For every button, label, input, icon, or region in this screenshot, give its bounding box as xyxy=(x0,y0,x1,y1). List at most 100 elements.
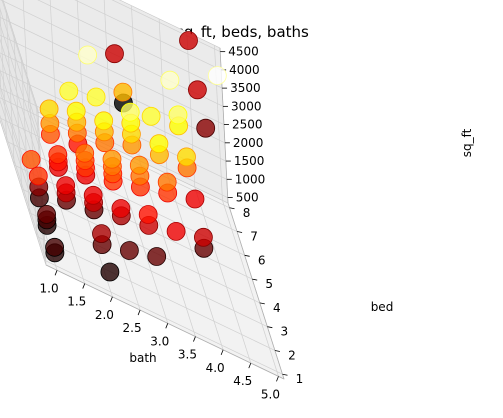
x-tick-label: 2.5 xyxy=(123,321,142,335)
data-point xyxy=(193,227,213,247)
data-point xyxy=(21,150,41,169)
z-gridline xyxy=(0,114,47,260)
data-point xyxy=(147,247,167,266)
data-point xyxy=(48,145,68,165)
z-gridline xyxy=(0,0,224,107)
x-tick-label: 1.0 xyxy=(40,281,59,295)
data-point xyxy=(160,70,180,90)
y-gridline xyxy=(44,259,283,375)
z-tick-label: 1500 xyxy=(234,154,265,168)
data-point xyxy=(105,44,124,64)
x-tick-mark xyxy=(137,309,141,316)
data-point xyxy=(37,204,56,224)
x-tick-mark xyxy=(276,376,279,382)
data-point xyxy=(138,205,158,224)
x-axis-line xyxy=(45,264,285,380)
y-gridline xyxy=(29,212,268,327)
y-tick-mark xyxy=(229,207,235,210)
z-gridline xyxy=(111,0,221,52)
z-gridline xyxy=(0,23,41,151)
x-gridline xyxy=(22,0,30,108)
z-axis-label: sq_ft xyxy=(460,128,474,157)
x-tick-label: 2.0 xyxy=(95,308,114,322)
y-tick-label: 8 xyxy=(243,206,251,220)
z-gridline xyxy=(74,0,222,71)
data-point xyxy=(39,99,59,119)
y-tick-label: 3 xyxy=(281,325,289,339)
data-point xyxy=(177,147,196,167)
y-tick-label: 2 xyxy=(288,348,296,362)
y-tick-mark xyxy=(237,231,243,233)
x-tick-mark xyxy=(248,362,252,369)
data-point xyxy=(100,262,120,282)
data-point xyxy=(129,155,149,175)
data-point xyxy=(56,176,76,196)
data-point xyxy=(185,189,205,209)
data-point xyxy=(94,111,114,131)
x-tick-mark xyxy=(54,270,58,276)
data-point xyxy=(28,166,48,186)
data-point xyxy=(157,172,177,192)
data-point xyxy=(45,237,64,257)
scatter-points xyxy=(21,31,227,282)
z-tick-label: 1000 xyxy=(235,172,266,186)
data-point xyxy=(75,143,95,163)
y-tick-label: 4 xyxy=(273,301,281,315)
x-tick-label: 5.0 xyxy=(261,387,280,401)
data-point xyxy=(59,81,79,101)
z-tick-label: 4000 xyxy=(229,63,260,77)
z-tick-label: 3000 xyxy=(231,99,262,113)
y-gridline xyxy=(14,164,253,280)
z-tick-label: 2000 xyxy=(233,136,264,150)
x-axis-ticks: 1.0 1.5 2.0 2.5 3.0 3.5 4.0 4.5 5.0 xyxy=(40,270,280,401)
x-gridline xyxy=(49,0,57,121)
y-tick-mark xyxy=(259,302,265,305)
y-gridline xyxy=(36,236,276,351)
z-tick-label: 3500 xyxy=(230,81,261,95)
z-gridline xyxy=(0,99,46,242)
y-tick-mark xyxy=(267,326,273,329)
x-tick-label: 3.0 xyxy=(150,334,169,348)
y-tick-mark xyxy=(252,278,258,281)
y-axis-label: bed xyxy=(371,300,394,314)
x-gridline xyxy=(166,173,224,350)
x-tick-label: 3.5 xyxy=(178,348,197,362)
x-tick-mark xyxy=(193,336,196,342)
y-tick-mark xyxy=(282,373,288,376)
data-point xyxy=(120,102,140,122)
y-tick-mark xyxy=(244,254,250,257)
data-point xyxy=(111,199,131,218)
data-point xyxy=(113,82,133,102)
x-axis-label: bath xyxy=(129,351,156,365)
data-point xyxy=(196,118,216,138)
data-point xyxy=(78,45,97,65)
x-tick-mark xyxy=(220,349,224,355)
y-tick-mark xyxy=(274,350,280,352)
x-tick-label: 4.0 xyxy=(206,361,225,375)
y-tick-label: 1 xyxy=(296,372,304,386)
x-tick-label: 4.5 xyxy=(233,374,252,388)
x-tick-mark xyxy=(165,323,169,329)
data-point xyxy=(207,66,227,85)
data-point xyxy=(102,149,122,169)
z-gridline xyxy=(0,16,225,125)
data-point xyxy=(66,101,86,121)
z-tick-label: 4500 xyxy=(228,45,259,59)
z-gridline xyxy=(1,0,39,114)
x-tick-label: 1.5 xyxy=(67,295,86,309)
y-tick-label: 5 xyxy=(265,277,273,291)
z-axis-ticks: 500 1000 1500 2000 2500 3000 3500 4000 4500 xyxy=(220,45,265,205)
data-point xyxy=(187,80,207,100)
y-tick-label: 7 xyxy=(250,230,258,244)
data-point xyxy=(86,87,106,107)
data-point xyxy=(166,221,186,241)
x-gridline xyxy=(222,200,279,377)
data-point xyxy=(149,134,169,154)
x-tick-mark xyxy=(82,283,86,289)
z-gridline xyxy=(0,7,40,132)
x-tick-mark xyxy=(110,296,113,302)
data-point xyxy=(83,185,103,205)
data-point xyxy=(119,241,139,260)
